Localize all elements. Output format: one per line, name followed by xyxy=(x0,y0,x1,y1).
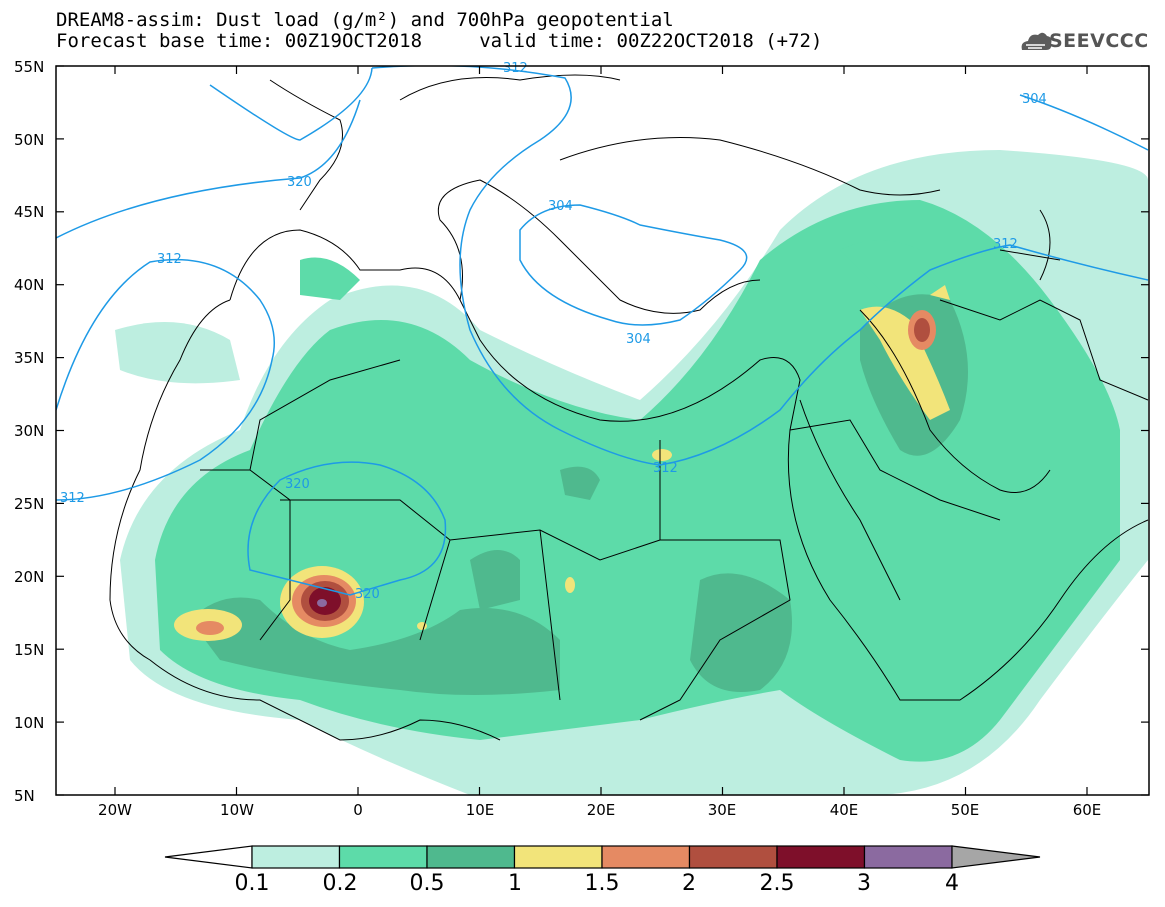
cloud-icon xyxy=(1021,32,1052,50)
dust-level-0.5 xyxy=(190,294,968,695)
lat-label: 10N xyxy=(14,714,45,732)
lat-label: 15N xyxy=(14,641,45,659)
lon-label: 10E xyxy=(465,801,495,819)
colorbar-swatch xyxy=(426,845,516,869)
colorbar-tick-label: 2.5 xyxy=(759,871,795,896)
lat-label: 25N xyxy=(14,495,45,513)
contour-label: 320 xyxy=(355,587,380,602)
lon-label: 60E xyxy=(1072,801,1102,819)
contour-label: 304 xyxy=(548,199,573,214)
colorbar-swatch xyxy=(863,845,953,869)
contour-label: 312 xyxy=(157,252,182,267)
colorbar-swatch xyxy=(251,845,341,869)
lon-label: 0 xyxy=(353,801,363,819)
lat-label: 40N xyxy=(14,276,45,294)
colorbar-tick-label: 1 xyxy=(508,871,522,896)
colorbar-swatch xyxy=(688,845,778,869)
colorbar-swatch xyxy=(776,845,866,869)
contour-labels: 312 320 304 304 312 312 320 320 312 304 … xyxy=(60,61,1047,602)
map-subtitle: Forecast base time: 00Z19OCT2018 valid t… xyxy=(56,30,823,52)
colorbar xyxy=(164,845,1041,869)
lon-label: 20W xyxy=(98,801,132,819)
axis-ticks xyxy=(56,65,1149,796)
lat-label: 35N xyxy=(14,349,45,367)
contour-label: 312 xyxy=(503,61,528,76)
lat-label: 55N xyxy=(14,58,45,76)
lat-label: 45N xyxy=(14,203,45,221)
colorbar-swatch xyxy=(338,845,428,869)
lon-label: 40E xyxy=(829,801,859,819)
colorbar-tick-label: 1.5 xyxy=(584,871,620,896)
logo-text: SEEVCCC xyxy=(1049,30,1149,52)
lat-label: 5N xyxy=(14,787,35,805)
colorbar-tick-label: 0.1 xyxy=(234,871,270,896)
lon-label: 50E xyxy=(950,801,980,819)
colorbar-right-arrow xyxy=(951,845,1041,869)
colorbar-tick-label: 4 xyxy=(945,871,959,896)
geopotential-contours xyxy=(56,66,1149,596)
lat-label: 50N xyxy=(14,131,45,149)
lon-label: 20E xyxy=(586,801,616,819)
lon-label: 10W xyxy=(220,801,254,819)
colorbar-swatch xyxy=(601,845,691,869)
colorbar-left-arrow xyxy=(164,845,253,869)
contour-label: 304 xyxy=(626,332,651,347)
colorbar-tick-label: 0.5 xyxy=(409,871,445,896)
colorbar-tick-label: 2 xyxy=(682,871,696,896)
dust-level-3 xyxy=(317,599,327,607)
contour-label: 304 xyxy=(1022,92,1047,107)
colorbar-swatch xyxy=(513,845,603,869)
contour-label: 312 xyxy=(993,237,1018,252)
contour-label: 312 xyxy=(653,461,678,476)
lat-label: 30N xyxy=(14,422,45,440)
colorbar-tick-label: 0.2 xyxy=(322,871,358,896)
colorbar-tick-label: 3 xyxy=(857,871,871,896)
contour-label: 320 xyxy=(287,175,312,190)
coastlines xyxy=(109,74,1149,741)
contour-label: 312 xyxy=(60,491,85,506)
lat-label: 20N xyxy=(14,568,45,586)
contour-label: 320 xyxy=(285,477,310,492)
lon-label: 30E xyxy=(707,801,737,819)
map-title: DREAM8-assim: Dust load (g/m²) and 700hP… xyxy=(56,9,674,31)
